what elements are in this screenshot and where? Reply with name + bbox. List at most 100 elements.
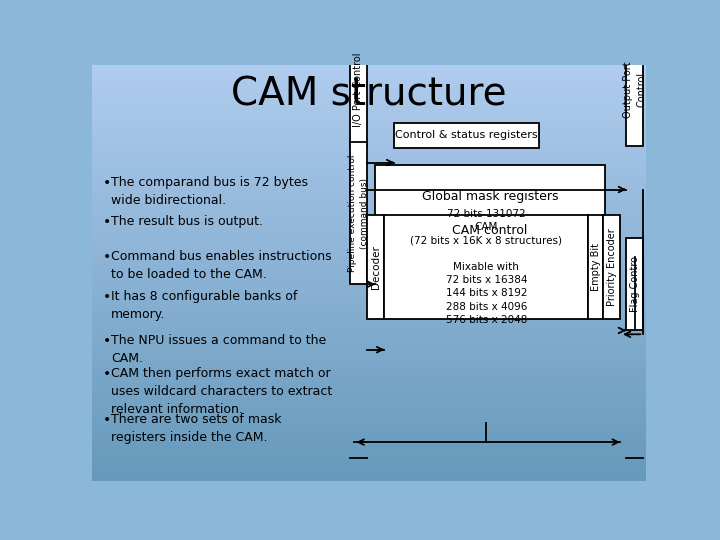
Bar <box>92 469 647 470</box>
Bar <box>92 107 647 108</box>
Bar <box>92 65 647 66</box>
Bar <box>92 170 647 171</box>
Bar <box>92 364 647 365</box>
Bar <box>92 470 647 471</box>
Bar <box>92 95 647 96</box>
Bar <box>92 376 647 377</box>
Bar <box>92 466 647 467</box>
Bar <box>367 215 384 319</box>
Bar <box>92 283 647 284</box>
Bar <box>92 321 647 322</box>
Bar <box>92 351 647 352</box>
Bar <box>92 307 647 308</box>
Text: Priority Encoder: Priority Encoder <box>606 228 616 306</box>
Bar <box>92 439 647 440</box>
Bar <box>92 318 647 319</box>
Bar <box>92 260 647 261</box>
Bar <box>626 238 643 330</box>
Bar <box>92 451 647 452</box>
Bar <box>92 273 647 274</box>
Bar <box>92 462 647 463</box>
Bar <box>92 428 647 429</box>
Bar <box>92 137 647 138</box>
Bar <box>92 198 647 199</box>
Bar <box>92 109 647 110</box>
Bar <box>92 102 647 103</box>
Bar <box>92 372 647 373</box>
Bar <box>92 418 647 419</box>
Bar <box>92 113 647 114</box>
Bar <box>92 293 647 294</box>
Bar <box>92 409 647 410</box>
Bar <box>92 96 647 97</box>
Bar <box>92 336 647 338</box>
Bar <box>92 151 647 152</box>
Bar <box>92 455 647 456</box>
Bar <box>92 416 647 417</box>
Bar <box>92 271 647 272</box>
Bar <box>92 166 647 167</box>
Text: Output Port
Control: Output Port Control <box>623 62 647 118</box>
Bar <box>92 248 647 249</box>
Bar <box>92 431 647 432</box>
Bar <box>92 378 647 379</box>
Bar <box>92 236 647 237</box>
Bar <box>92 313 647 314</box>
Bar <box>92 98 647 99</box>
Bar <box>603 215 620 319</box>
Bar <box>92 282 647 283</box>
Bar <box>92 335 647 336</box>
Bar <box>92 340 647 341</box>
Bar <box>92 423 647 424</box>
Bar <box>92 425 647 426</box>
Bar <box>92 410 647 411</box>
Bar <box>92 157 647 158</box>
Bar <box>92 226 647 227</box>
Bar <box>92 330 647 331</box>
Bar <box>92 421 647 422</box>
Bar <box>92 68 647 69</box>
Bar <box>92 284 647 285</box>
Bar <box>92 84 647 85</box>
Bar <box>92 432 647 433</box>
Bar <box>92 384 647 385</box>
Bar <box>92 342 647 343</box>
Bar <box>92 79 647 80</box>
Bar <box>92 379 647 380</box>
Bar <box>92 299 647 300</box>
Bar <box>92 346 647 347</box>
Bar <box>92 71 647 72</box>
Bar <box>92 169 647 170</box>
Bar <box>92 405 647 406</box>
Bar <box>92 347 647 348</box>
Bar <box>92 141 647 142</box>
Bar <box>92 310 647 311</box>
Bar <box>92 210 647 211</box>
Bar <box>92 154 647 155</box>
Bar <box>92 468 647 469</box>
Bar <box>92 426 647 427</box>
Bar <box>92 178 647 179</box>
Bar <box>92 193 647 194</box>
Bar <box>92 217 647 218</box>
Bar <box>92 74 647 75</box>
Bar <box>92 291 647 292</box>
Bar <box>92 361 647 362</box>
Text: Control & status registers: Control & status registers <box>395 130 538 140</box>
Bar <box>92 393 647 394</box>
Bar <box>92 334 647 335</box>
Bar <box>92 208 647 209</box>
Bar <box>92 120 647 121</box>
Bar <box>92 479 647 480</box>
Text: 72 bits 131072
CAM
(72 bits x 16K x 8 structures)

Mixable with
72 bits x 16384
: 72 bits 131072 CAM (72 bits x 16K x 8 st… <box>410 209 562 325</box>
Bar <box>92 388 647 389</box>
Bar <box>92 138 647 139</box>
Bar <box>92 298 647 299</box>
Bar <box>92 194 647 195</box>
Text: It has 8 configurable banks of
memory.: It has 8 configurable banks of memory. <box>111 291 297 321</box>
Bar <box>395 123 539 148</box>
Bar <box>92 239 647 240</box>
Bar <box>92 339 647 340</box>
Text: •: • <box>102 291 111 305</box>
Bar <box>92 475 647 476</box>
